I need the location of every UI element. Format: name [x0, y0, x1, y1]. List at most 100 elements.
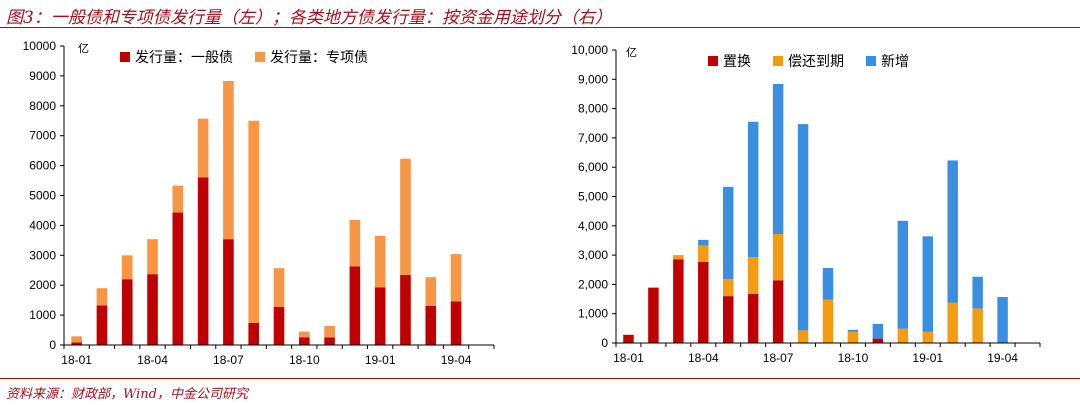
bar-segment	[897, 328, 909, 343]
x-tick-label: 18-07	[763, 351, 794, 365]
x-tick-label: 18-10	[289, 353, 320, 367]
bar-segment	[623, 334, 634, 343]
x-tick-label: 19-04	[987, 351, 1018, 365]
bar-segment	[172, 185, 184, 213]
bar-segment	[797, 330, 809, 343]
y-tick-label: 2,000	[578, 277, 608, 291]
footer-source: 资料来源：财政部，Wind，中金公司研究	[6, 387, 248, 402]
bar-segment	[374, 287, 386, 345]
legend-swatch	[773, 56, 783, 66]
x-tick-label: 18-07	[213, 353, 244, 367]
bar-segment	[172, 212, 184, 345]
bar-segment	[324, 337, 335, 345]
bar-segment	[400, 275, 411, 345]
bar-segment	[121, 279, 133, 345]
chart-right-by-use: 0 1,000 2,000 3,000 4,000 5,000 6,000 7,000 8,00…	[571, 43, 1041, 365]
bar-segment	[847, 329, 859, 332]
legend-label: 发行量：一般债	[135, 49, 233, 65]
y-tick-label: 7000	[29, 129, 56, 143]
bar-segment	[698, 261, 709, 343]
bar-segment	[273, 268, 285, 308]
bar-segment	[298, 331, 310, 338]
bar-segment	[71, 342, 82, 345]
bar-segment	[897, 220, 909, 329]
bar-segment	[997, 296, 1008, 343]
bar-segment	[450, 254, 462, 302]
y-tick-label: 8000	[29, 99, 56, 113]
bar-segment	[425, 305, 437, 345]
bar-segment	[722, 186, 734, 280]
y-tick-label: 5,000	[578, 190, 608, 204]
y-tick-label: 8,000	[578, 102, 608, 116]
bar-segment	[772, 83, 784, 235]
bar-segment	[673, 255, 684, 260]
y-unit-label: 亿	[626, 46, 637, 59]
bar-segment	[248, 322, 260, 345]
bar-segment	[324, 325, 335, 338]
bar-segment	[273, 307, 285, 345]
chart-left-general-special: 0 1000 2000 3000 4000 5000 6000 7000 8000 9000 100…	[23, 39, 495, 367]
y-tick-label: 9,000	[578, 72, 608, 86]
x-tick-label: 18-01	[61, 353, 92, 367]
figure-title: 图3：一般债和专项债发行量（左）；各类地方债发行量：按资金用途划分（右）	[6, 8, 612, 28]
x-tick-label: 19-01	[912, 351, 943, 365]
bar-segment	[922, 331, 934, 343]
x-tick-label: 19-01	[365, 353, 396, 367]
legend-swatch	[255, 52, 265, 62]
bar-segment	[947, 302, 958, 343]
bar-segment	[847, 331, 859, 343]
bar-segment	[947, 160, 958, 303]
y-tick-label: 9000	[29, 69, 56, 83]
bar-segment	[298, 337, 310, 345]
x-tick-label: 18-04	[137, 353, 168, 367]
bar-segment	[96, 288, 108, 306]
y-tick-label: 7,000	[578, 131, 608, 145]
bar-segment	[722, 296, 734, 343]
y-tick-label: 4000	[29, 218, 56, 232]
bar-segment	[349, 220, 361, 267]
legend-swatch	[708, 56, 718, 66]
y-unit-label: 亿	[78, 42, 89, 55]
y-tick-label: 5000	[29, 189, 56, 203]
bar-segment	[71, 336, 82, 343]
footer-rule	[0, 378, 1080, 379]
bar-segment	[349, 266, 361, 345]
bar-segment	[147, 274, 158, 345]
y-tick-label: 6,000	[578, 160, 608, 174]
bar-segment	[797, 124, 809, 331]
y-tick-label: 0	[49, 338, 56, 352]
y-tick-label: 10,000	[571, 43, 608, 57]
bar-segment	[872, 323, 884, 339]
bar-segment	[648, 287, 659, 343]
bar-segment	[698, 245, 709, 262]
y-tick-label: 1000	[29, 308, 56, 322]
legend-swatch	[866, 56, 876, 66]
legend-swatch	[120, 52, 130, 62]
x-tick-label: 18-10	[838, 351, 869, 365]
title-rule	[0, 27, 1080, 28]
legend-label: 发行量：专项债	[270, 49, 368, 65]
y-tick-label: 3000	[29, 248, 56, 262]
bar-segment	[747, 257, 759, 294]
bar-segment	[197, 177, 209, 345]
legend-label: 偿还到期	[788, 53, 844, 69]
x-tick-label: 18-04	[688, 351, 719, 365]
y-tick-label: 0	[601, 336, 608, 350]
bar-segment	[772, 234, 784, 281]
bar-segment	[922, 236, 934, 332]
x-tick-label: 18-01	[613, 351, 644, 365]
bar-segment	[147, 239, 158, 275]
bar-segment	[972, 276, 983, 309]
bar-segment	[400, 158, 411, 276]
legend-label: 置换	[723, 53, 751, 69]
bar-segment	[972, 308, 983, 343]
bar-segment	[722, 279, 734, 297]
bar-segment	[772, 280, 784, 343]
bar-segment	[223, 239, 234, 345]
bar-segment	[698, 239, 709, 246]
y-tick-label: 2000	[29, 278, 56, 292]
bar-segment	[822, 267, 834, 300]
bar-segment	[96, 305, 108, 345]
bar-segment	[747, 121, 759, 258]
bar-segment	[822, 299, 834, 343]
